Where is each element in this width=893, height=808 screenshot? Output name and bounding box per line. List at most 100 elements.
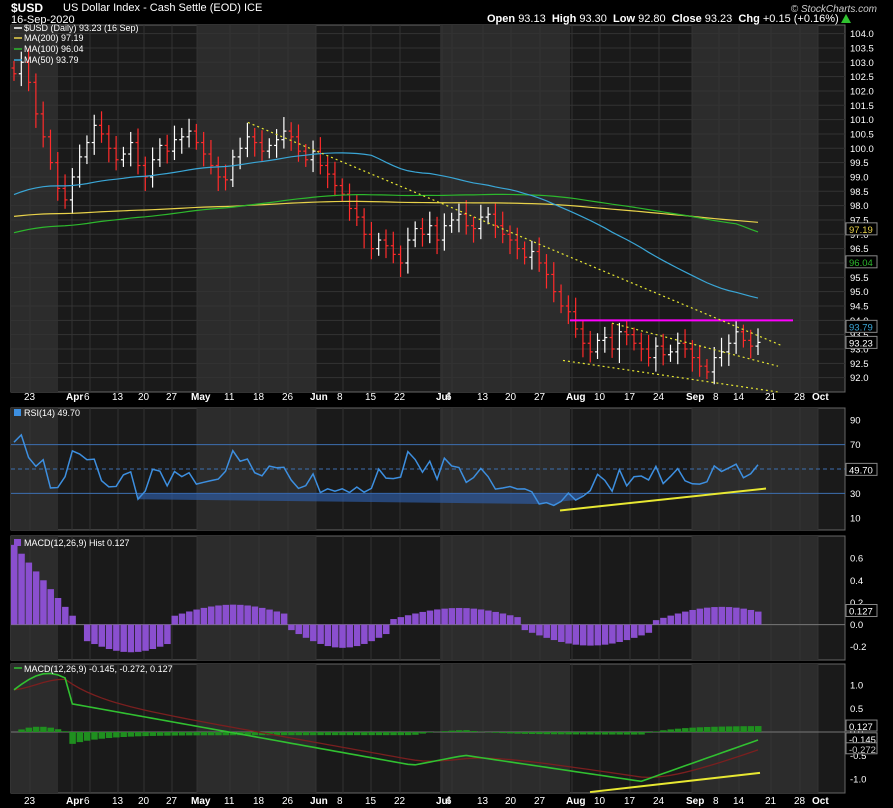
close-value: 93.23 — [704, 13, 733, 25]
macd-hist-bar — [32, 726, 40, 733]
hist-tick-label: -0.2 — [850, 642, 866, 653]
stockcharts-credit[interactable]: © StockCharts.com — [790, 4, 877, 15]
macd-hist-bar — [200, 732, 208, 736]
hist-bar — [455, 607, 463, 625]
hist-bar — [579, 624, 587, 646]
price-tick-label: 99.0 — [850, 172, 869, 183]
legend-ma200: MA(200) 97.19 — [24, 33, 84, 43]
x-tick-label: Jun — [310, 392, 328, 403]
hist-bar — [682, 611, 689, 625]
hist-bar — [11, 544, 18, 625]
macd-hist-bar — [251, 732, 259, 736]
x-tick-label: 26 — [282, 392, 294, 403]
legend-swatch-rsi — [14, 409, 21, 416]
hist-bar — [193, 609, 200, 625]
legend-rsi: RSI(14) 49.70 — [24, 408, 80, 418]
macd-tick-label: 1.0 — [850, 681, 863, 692]
hist-bar — [200, 607, 208, 625]
open-value: 93.13 — [518, 13, 546, 25]
macd-hist-bar — [120, 732, 127, 737]
macd-hist-bar — [455, 730, 463, 733]
hist-bar — [244, 605, 251, 625]
hist-bar — [667, 615, 674, 625]
x-tick-label: 15 — [365, 796, 377, 807]
macd-hist-bar — [25, 727, 33, 733]
hist-bar — [755, 611, 762, 625]
macd-hist-bar — [426, 732, 434, 733]
hist-bar — [507, 615, 514, 625]
x-tick-label: 17 — [624, 392, 636, 403]
hist-bar — [142, 624, 149, 651]
hist-bar — [448, 608, 456, 625]
macd-tag: 0.127 — [849, 722, 873, 733]
price-tick-label: 100.5 — [850, 129, 874, 140]
macd-hist-bar — [259, 732, 266, 736]
hist-bar — [273, 611, 281, 625]
hist-tick-label: 0.4 — [850, 576, 863, 587]
macd-tag: -0.145 — [849, 735, 876, 746]
macd-hist-bar — [383, 732, 390, 736]
month-shade — [440, 25, 570, 392]
macd-hist-bar — [609, 732, 616, 735]
macd-hist-bar — [404, 732, 412, 736]
legend-price: $USD (Daily) 93.23 (16 Sep) — [24, 23, 139, 33]
macd-tick-label: -0.5 — [850, 751, 866, 762]
x-tick-label: Apr — [66, 796, 83, 807]
hist-bar — [259, 607, 266, 625]
x-tick-label: Jul — [436, 796, 451, 807]
x-tick-label: 27 — [534, 796, 546, 807]
hist-bar — [18, 553, 25, 625]
macd-hist-bar — [295, 732, 302, 736]
price-tick-label: 104.0 — [850, 29, 874, 40]
hist-bar — [638, 624, 645, 636]
macd-hist-bar — [419, 732, 426, 734]
hist-tag-box — [845, 604, 878, 618]
hist-bar — [696, 608, 704, 625]
macd-hist-bar — [302, 732, 310, 736]
hist-bar — [178, 613, 186, 625]
hist-bar — [186, 611, 193, 625]
hist-bar — [587, 624, 594, 646]
legend-swatch-hist — [14, 539, 21, 546]
hist-bar — [310, 624, 317, 642]
rsi-trendline — [559, 487, 767, 512]
hist-bar — [120, 624, 127, 652]
macd-hist-bar — [397, 732, 405, 736]
hist-bar — [40, 580, 47, 625]
macd-hist-bar — [470, 731, 478, 733]
x-tick-label: Sep — [686, 796, 704, 807]
hist-bar — [521, 624, 529, 631]
x-tick-label: 6 — [84, 796, 90, 807]
macd-hist-bar — [310, 732, 317, 736]
x-tick-label: 20 — [138, 392, 150, 403]
hist-bar — [368, 624, 375, 642]
hist-bar — [375, 624, 383, 638]
rsi-line — [13, 433, 759, 507]
price-tick-label: 96.5 — [850, 244, 869, 255]
x-tick-label: 26 — [282, 796, 294, 807]
hist-bar — [164, 624, 171, 645]
macd-hist-bar — [215, 732, 222, 736]
hist-bar — [288, 624, 295, 631]
macd-hist-bar — [601, 732, 609, 735]
macd-hist-bar — [492, 732, 499, 733]
hist-bar — [207, 606, 215, 625]
month-shade — [197, 536, 316, 660]
macd-hist-bar — [594, 732, 602, 735]
x-tick-label: 27 — [166, 796, 178, 807]
macd-hist-bar — [711, 726, 718, 733]
macd-hist-bar — [18, 729, 25, 733]
price-tag-box — [845, 335, 878, 349]
macd-tick-label: 0.5 — [850, 704, 863, 715]
hist-bar — [623, 624, 631, 641]
macd-hist-bar — [514, 732, 521, 734]
hist-bar — [565, 624, 572, 644]
hist-bar — [113, 624, 120, 651]
x-tick-label: 11 — [224, 392, 235, 403]
price-tick-label: 99.5 — [850, 158, 869, 169]
macd-hist-bar — [499, 732, 507, 734]
hist-bar — [127, 624, 135, 653]
hist-bar — [135, 624, 142, 652]
macd-tag: -0.272 — [849, 745, 876, 756]
x-tick-label: 11 — [224, 796, 235, 807]
